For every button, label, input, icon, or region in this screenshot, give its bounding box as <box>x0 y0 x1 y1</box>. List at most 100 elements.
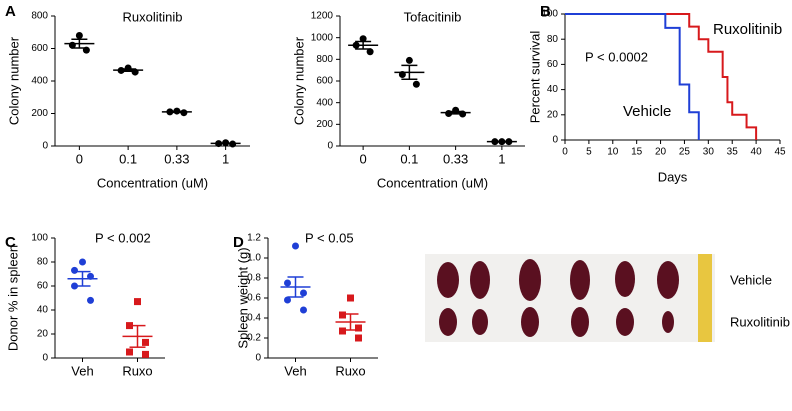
y-tick-label: 600 <box>316 76 333 87</box>
x-tick-label: 25 <box>679 147 691 158</box>
y-tick-label: 200 <box>316 119 333 130</box>
annotation: P < 0.002 <box>95 230 151 245</box>
point <box>405 56 413 64</box>
point <box>339 311 346 319</box>
y-tick-label: 0 <box>552 135 558 146</box>
series-label: Vehicle <box>623 103 671 120</box>
x-tick-label: 0 <box>76 151 83 166</box>
y-axis-label: Donor % in spleen <box>5 245 20 351</box>
x-tick-label: 40 <box>751 147 763 158</box>
panel-letter: A <box>5 3 16 20</box>
x-tick-label: Ruxo <box>122 363 152 378</box>
y-tick-label: 60 <box>37 281 49 292</box>
survival-line <box>565 13 700 140</box>
point <box>355 334 362 342</box>
spleen <box>662 311 674 333</box>
x-tick-label: Veh <box>71 363 93 378</box>
x-tick-label: 1 <box>222 151 229 166</box>
point <box>300 306 307 314</box>
x-tick-label: 10 <box>607 147 619 158</box>
x-tick-label: 0.33 <box>443 151 468 166</box>
y-tick-label: 0 <box>255 353 261 364</box>
spleen <box>470 261 490 299</box>
survival-line <box>565 13 758 140</box>
y-tick-label: 1000 <box>311 32 334 43</box>
spleen <box>519 259 541 301</box>
point <box>79 258 86 266</box>
x-tick-label: 0.1 <box>119 151 137 166</box>
y-tick-label: 1200 <box>311 11 334 22</box>
x-tick-label: 45 <box>774 147 786 158</box>
y-tick-label: 40 <box>547 84 559 95</box>
point <box>339 327 346 335</box>
y-tick-label: 600 <box>31 43 48 54</box>
point <box>366 48 374 56</box>
point <box>355 324 362 332</box>
point <box>134 298 141 306</box>
y-tick-label: 0.8 <box>247 273 261 284</box>
x-axis-label: Days <box>658 169 688 184</box>
y-tick-label: 20 <box>547 109 559 120</box>
y-axis-label: Percent survival <box>527 31 542 124</box>
point <box>359 35 367 43</box>
y-tick-label: 0.2 <box>247 333 261 344</box>
y-tick-label: 0 <box>42 141 48 152</box>
series-label: Ruxolitinib <box>713 21 782 38</box>
x-tick-label: 35 <box>727 147 739 158</box>
point <box>142 338 149 346</box>
spleen <box>571 307 589 337</box>
spleen <box>521 307 539 337</box>
x-tick-label: 0 <box>562 147 568 158</box>
chart-title: Ruxolitinib <box>123 9 183 24</box>
y-tick-label: 0 <box>42 353 48 364</box>
y-axis-label: Colony number <box>6 36 21 125</box>
panel-letter: C <box>5 234 16 251</box>
y-tick-label: 60 <box>547 59 559 70</box>
y-tick-label: 80 <box>547 34 559 45</box>
spleen <box>570 260 590 300</box>
spleen <box>437 262 459 298</box>
y-tick-label: 80 <box>37 257 49 268</box>
photo-label: Vehicle <box>730 272 772 287</box>
y-tick-label: 1.2 <box>247 233 261 244</box>
x-tick-label: Ruxo <box>335 363 365 378</box>
spleen <box>615 261 635 297</box>
x-tick-label: 1 <box>498 151 505 166</box>
x-tick-label: 5 <box>586 147 592 158</box>
x-tick-label: Veh <box>284 363 306 378</box>
x-tick-label: 0 <box>360 151 367 166</box>
ruler <box>698 254 712 342</box>
y-tick-label: 200 <box>31 108 48 119</box>
y-tick-label: 800 <box>316 54 333 65</box>
y-tick-label: 100 <box>541 9 558 20</box>
y-axis-label: Colony number <box>291 36 306 125</box>
spleen <box>472 309 488 335</box>
x-tick-label: 30 <box>703 147 715 158</box>
annotation: P < 0.05 <box>305 230 354 245</box>
spleen-photo <box>425 254 715 342</box>
x-tick-label: 15 <box>631 147 643 158</box>
panel-letter: B <box>540 3 551 20</box>
point <box>292 242 299 250</box>
chart-title: Tofacitinib <box>404 9 462 24</box>
point <box>87 296 94 304</box>
y-tick-label: 20 <box>37 329 49 340</box>
x-tick-label: 0.1 <box>400 151 418 166</box>
point <box>75 32 83 39</box>
point <box>284 296 291 304</box>
panel-letter: D <box>233 234 244 251</box>
photo-label: Ruxolitinib <box>730 314 790 329</box>
point <box>347 294 354 302</box>
spleen <box>657 261 679 299</box>
x-axis-label: Concentration (uM) <box>97 175 208 190</box>
y-tick-label: 0.4 <box>247 313 261 324</box>
point <box>300 289 307 297</box>
annotation: P < 0.0002 <box>585 49 648 64</box>
y-tick-label: 0 <box>327 141 333 152</box>
point <box>412 80 420 88</box>
point <box>142 350 149 358</box>
point <box>71 266 78 274</box>
y-tick-label: 400 <box>31 76 48 87</box>
y-tick-label: 100 <box>31 233 48 244</box>
